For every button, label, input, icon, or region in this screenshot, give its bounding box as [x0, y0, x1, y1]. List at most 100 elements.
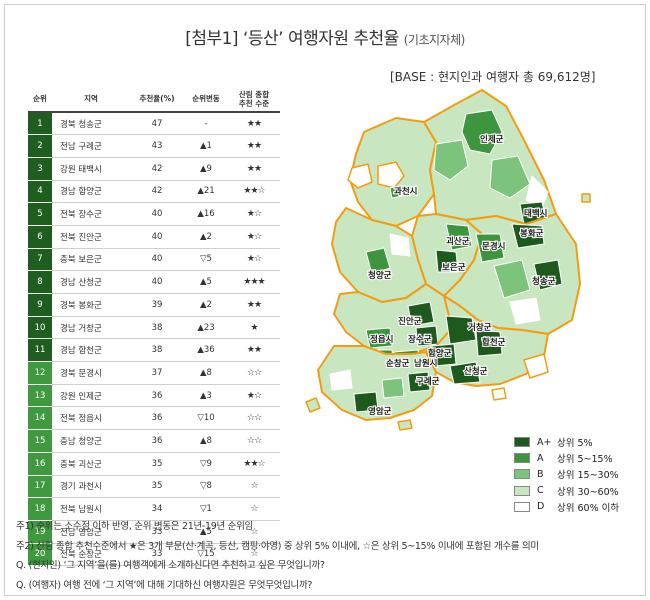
footnote-3: Q. (현지인) ‘그 지역’을(를) 여행객에게 소개하신다면 추천하고 싶은…	[16, 560, 325, 571]
title-main: [첨부1] ‘등산’ 여행자원 추천율	[185, 29, 399, 49]
stars-cell: ★★☆	[228, 180, 280, 204]
table-row: 7 충북 보은군 40 ▽5 ★☆	[28, 248, 280, 272]
rate-cell: 35	[130, 475, 184, 499]
label-gurye: 구례군	[416, 376, 440, 387]
rank-cell: 13	[28, 384, 52, 408]
region-gangwon-b1	[433, 139, 469, 181]
rank-cell: 7	[28, 248, 52, 272]
label-hamyang: 함양군	[428, 348, 452, 359]
footnotes: 주1) 순위는 소수점 이하 반영, 순위 변동은 21년-19년 순위임 주2…	[16, 517, 539, 595]
legend-swatch	[514, 453, 530, 464]
table-row: 12 경북 문경시 37 ▲8 ☆☆	[28, 361, 280, 385]
rate-cell: 40	[130, 270, 184, 294]
label-geochang: 거창군	[468, 322, 492, 333]
rank-cell: 14	[28, 406, 52, 431]
table-row: 11 경남 합천군 38 ▲36 ★★	[28, 338, 280, 363]
korea-choropleth-map: 인제군 과천시 태백시 봉화군 괴산군 문경시 보은군 청양군 청송군 진안군 …	[305, 89, 591, 431]
change-cell: ▽15	[184, 543, 228, 567]
region-cell: 경남 합천군	[52, 338, 130, 363]
header-level-line2: 추천 수준	[238, 98, 270, 108]
header-rate: 추천율(%)	[130, 88, 184, 113]
region-cheongsong	[533, 259, 563, 291]
table-row: 1 경북 청송군 47- ★★	[28, 112, 280, 136]
rate-cell: 35	[130, 452, 184, 476]
rank-cell: 16	[28, 452, 52, 476]
region-gyeongbuk-b1	[493, 259, 531, 299]
change-cell: ▲8	[184, 361, 228, 385]
region-geochang	[445, 315, 477, 345]
stars-cell: ★★	[228, 112, 280, 136]
region-cell: 전북 남원시	[52, 497, 130, 521]
legend-item: B 상위 15~30%	[514, 466, 619, 482]
region-gwacheon	[389, 185, 403, 199]
region-cell: 경북 봉화군	[52, 293, 130, 317]
legend-label: 상위 30~60%	[557, 486, 619, 498]
label-jinan: 진안군	[398, 316, 422, 327]
rank-cell: 17	[28, 475, 52, 499]
change-cell: ▲2	[184, 293, 228, 317]
legend-swatch	[514, 501, 530, 512]
stars-cell: ☆☆	[228, 429, 280, 453]
rank-cell: 8	[28, 270, 52, 294]
legend-swatch	[514, 469, 530, 480]
change-cell: ▲8	[184, 429, 228, 453]
stars-cell: ★★	[228, 293, 280, 317]
change-cell: ▽9	[184, 452, 228, 476]
header-change: 순위변동	[184, 88, 228, 113]
region-cell: 경남 산청군	[52, 270, 130, 294]
label-bonghwa: 봉화군	[520, 228, 544, 239]
legend-code: C	[537, 485, 544, 497]
rank-cell: 20	[28, 543, 52, 567]
table-row: 8 경남 산청군 40 ▲5 ★★★	[28, 270, 280, 294]
header-level-line1: 산림 종합	[238, 90, 270, 100]
legend-code: D	[537, 501, 545, 513]
region-cell: 경북 문경시	[52, 361, 130, 385]
change-cell: ▲3	[184, 384, 228, 408]
rate-cell: 36	[130, 384, 184, 408]
table-row: 9 경북 봉화군 39 ▲2 ★★	[28, 293, 280, 317]
region-sancheong	[449, 361, 481, 385]
region-jeonnam-b1	[381, 377, 405, 399]
label-cheongsong: 청송군	[532, 276, 556, 287]
label-boeun: 보은군	[442, 263, 466, 273]
label-goesan: 괴산군	[446, 236, 470, 247]
header-region: 지역	[52, 88, 130, 113]
rate-cell: 33	[130, 543, 184, 567]
region-cell: 전남 구례군	[52, 134, 130, 158]
table-row: 18 전북 남원시 34 ▽1 ☆	[28, 497, 280, 521]
change-cell: ▲9	[184, 157, 228, 181]
region-inje	[461, 109, 503, 155]
footnote-1: 주1) 순위는 소수점 이하 반영, 순위 변동은 21년-19년 순위임	[16, 521, 253, 532]
label-inje: 인제군	[480, 134, 504, 145]
ranking-table: 순위 지역 추천율(%) 순위변동 산림 종합 추천 수준 1 경북 청송군 47-…	[28, 88, 280, 567]
stars-cell: ☆☆	[228, 361, 280, 385]
region-cell: 경기 과천시	[52, 475, 130, 499]
label-gwacheon: 과천시	[394, 186, 417, 197]
stars-cell: ☆☆	[228, 406, 280, 431]
label-yeongam: 영암군	[368, 406, 392, 417]
region-island-2	[397, 419, 413, 431]
rank-cell: 2	[28, 134, 52, 158]
change-cell: ▲36	[184, 338, 228, 363]
footnote-4: Q. (여행자) 여행 전에 ‘그 지역’에 대해 기대하신 여행자원은 무엇무…	[16, 579, 313, 591]
rate-cell: 47	[130, 112, 184, 136]
stars-cell: ★☆	[228, 248, 280, 272]
region-gangwon-b2	[489, 155, 531, 199]
rate-cell: 43	[130, 134, 184, 158]
table-row: 16 충북 괴산군 35 ▽9 ★★☆	[28, 452, 280, 476]
region-jeonnam	[317, 345, 437, 421]
legend-label: 상위 15~30%	[557, 470, 619, 482]
rate-cell: 42	[130, 157, 184, 181]
label-cheongyang: 청양군	[368, 270, 392, 281]
region-hamyang	[431, 343, 457, 367]
stars-cell: ☆	[228, 475, 280, 499]
map-legend: A+ 상위 5% A 상위 5~15% B 상위 15~30% C 상위 30~60% D 상위 …	[514, 434, 619, 515]
rank-cell: 9	[28, 293, 52, 317]
legend-code: A	[537, 452, 544, 464]
region-bonghwa	[511, 223, 545, 249]
rank-cell: 4	[28, 180, 52, 204]
stars-cell: ☆	[228, 543, 280, 567]
legend-swatch	[514, 437, 530, 448]
label-hapcheon: 합천군	[482, 337, 506, 348]
table-row: 5 전북 장수군 40 ▲16 ★☆	[28, 202, 280, 226]
